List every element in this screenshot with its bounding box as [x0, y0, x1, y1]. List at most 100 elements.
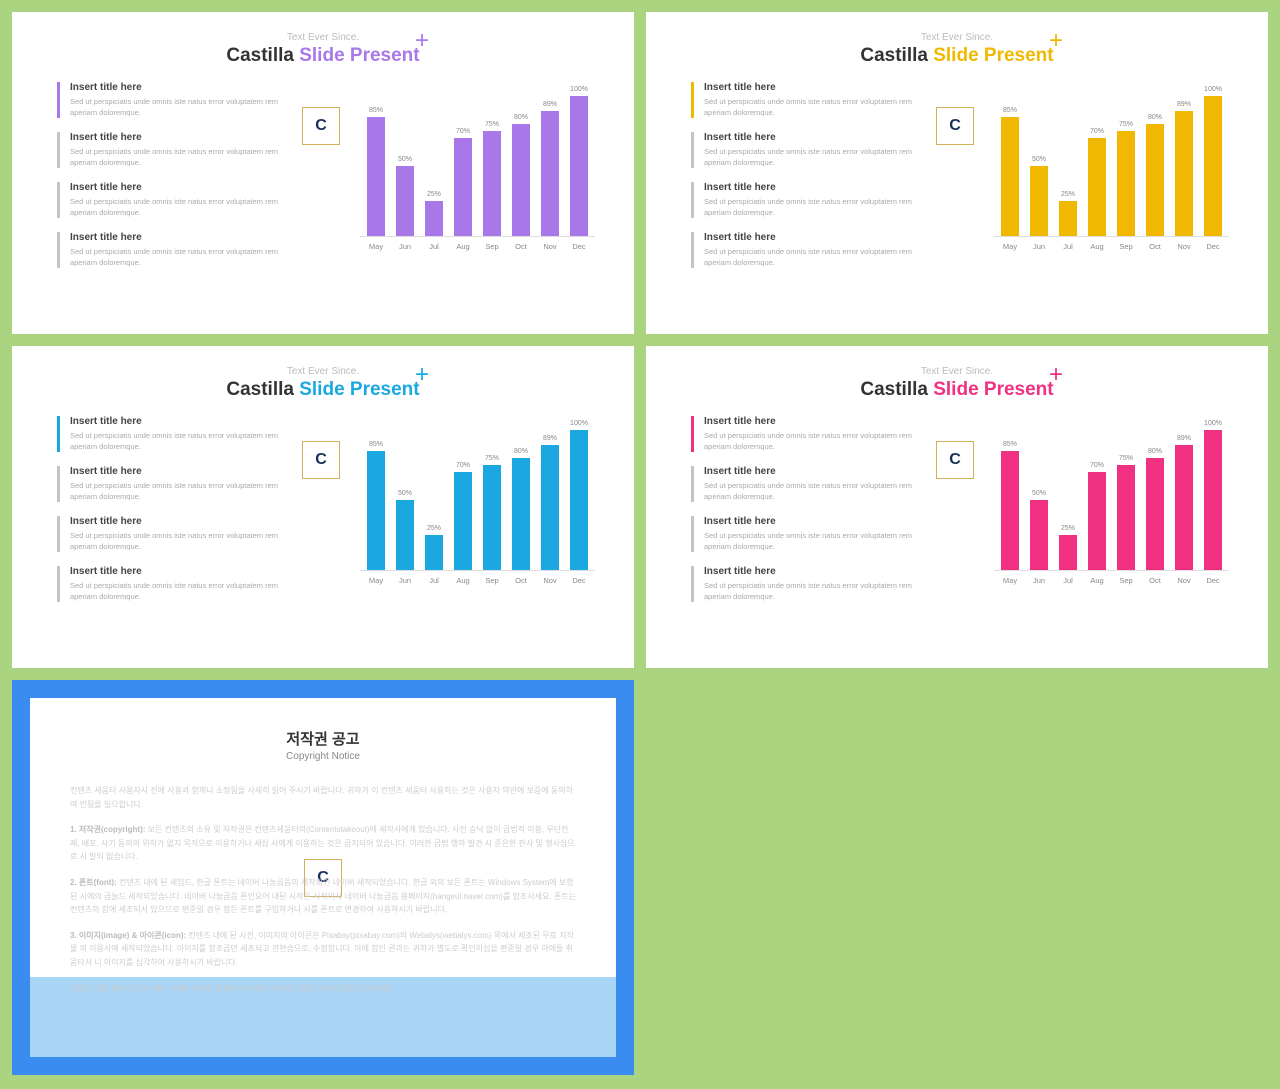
- x-axis-label: May: [365, 576, 387, 585]
- bar: [1001, 117, 1019, 236]
- chart-x-axis: MayJunJulAugSepOctNovDec: [360, 242, 595, 251]
- slide-copyright: 저작권 공고 Copyright Notice 컨텐츠 세움터 사용자시 전에 …: [12, 680, 634, 1075]
- bar: [1175, 111, 1193, 236]
- text-item-title: Insert title here: [70, 182, 282, 193]
- bar-value-label: 85%: [1003, 107, 1017, 114]
- x-axis-label: Oct: [510, 576, 532, 585]
- bar-value-label: 70%: [1090, 128, 1104, 135]
- x-axis-label: Dec: [1202, 242, 1224, 251]
- bar-value-label: 75%: [485, 121, 499, 128]
- bar: [541, 445, 559, 570]
- bar-value-label: 80%: [514, 114, 528, 121]
- chart-bars: 85%50%25%70%75%80%89%100%: [360, 416, 595, 571]
- text-column: Insert title here Sed ut perspiciatis und…: [691, 82, 916, 268]
- text-item-title: Insert title here: [70, 232, 282, 243]
- bar: [425, 535, 443, 570]
- bar: [512, 458, 530, 570]
- text-item: Insert title hereSed ut perspiciatis und…: [691, 82, 916, 118]
- x-axis-label: Jul: [423, 242, 445, 251]
- bar: [483, 465, 501, 570]
- copyright-inner: 저작권 공고 Copyright Notice 컨텐츠 세움터 사용자시 전에 …: [30, 698, 616, 1057]
- title-part2: Slide Present: [299, 45, 419, 66]
- text-item-body: Sed ut perspiciatis unde omnis iste natu…: [704, 247, 916, 268]
- bar-chart: 85%50%25%70%75%80%89%100% MayJunJulAugSe…: [360, 416, 595, 585]
- bar-value-label: 100%: [1204, 420, 1222, 427]
- title-part1: Castilla: [226, 379, 299, 400]
- x-axis-label: May: [999, 576, 1021, 585]
- slide-header: Text Ever Since. Castilla Slide Present …: [676, 366, 1238, 401]
- x-axis-label: Dec: [568, 242, 590, 251]
- x-axis-label: Dec: [1202, 576, 1224, 585]
- text-item-body: Sed ut perspiciatis unde omnis iste natu…: [704, 431, 916, 452]
- title-part1: Castilla: [860, 379, 933, 400]
- plus-icon: +: [1049, 29, 1063, 53]
- chart-x-axis: MayJunJulAugSepOctNovDec: [994, 242, 1229, 251]
- slide-header: Text Ever Since. Castilla Slide Present …: [42, 366, 604, 401]
- bar: [425, 201, 443, 236]
- x-axis-label: Sep: [1115, 242, 1137, 251]
- text-item-body: Sed ut perspiciatis unde omnis iste natu…: [70, 581, 282, 602]
- text-item-body: Sed ut perspiciatis unde omnis iste natu…: [70, 247, 282, 268]
- x-axis-label: Dec: [568, 576, 590, 585]
- chart-x-axis: MayJunJulAugSepOctNovDec: [994, 576, 1229, 585]
- bar-wrap: 80%: [510, 448, 532, 570]
- slide-purple: Text Ever Since. Castilla Slide Present …: [12, 12, 634, 334]
- bar-value-label: 70%: [456, 462, 470, 469]
- bar: [367, 451, 385, 570]
- title-part1: Castilla: [226, 45, 299, 66]
- bar: [1088, 472, 1106, 570]
- title-part2: Slide Present: [933, 379, 1053, 400]
- bar: [1117, 465, 1135, 570]
- bar-wrap: 25%: [423, 191, 445, 236]
- x-axis-label: Aug: [452, 576, 474, 585]
- slide-blue: Text Ever Since. Castilla Slide Present …: [12, 346, 634, 668]
- text-item: Insert title hereSed ut perspiciatis und…: [691, 416, 916, 452]
- title: Castilla Slide Present: [42, 45, 604, 67]
- x-axis-label: Jun: [394, 576, 416, 585]
- text-item: Insert title hereSed ut perspiciatis und…: [57, 82, 282, 118]
- x-axis-label: Oct: [510, 242, 532, 251]
- x-axis-label: May: [999, 242, 1021, 251]
- copyright-paragraph: 3. 이미지(image) & 아이콘(icon): 컨텐츠 내에 된 사진, …: [70, 929, 576, 970]
- bar: [396, 500, 414, 570]
- x-axis-label: Oct: [1144, 576, 1166, 585]
- content-row: Insert title here Sed ut perspiciatis und…: [42, 82, 604, 268]
- copyright-subtitle: Copyright Notice: [70, 751, 576, 762]
- x-axis-label: May: [365, 242, 387, 251]
- bar-wrap: 80%: [1144, 114, 1166, 236]
- bar-value-label: 100%: [570, 420, 588, 427]
- text-item-body: Sed ut perspiciatis unde omnis iste natu…: [704, 581, 916, 602]
- plus-icon: +: [415, 363, 429, 387]
- bar: [1146, 124, 1164, 236]
- x-axis-label: Aug: [1086, 576, 1108, 585]
- plus-icon: +: [415, 29, 429, 53]
- bar: [541, 111, 559, 236]
- text-item-body: Sed ut perspiciatis unde omnis iste natu…: [70, 481, 282, 502]
- text-item: Insert title hereSed ut perspiciatis und…: [691, 566, 916, 602]
- chart-bars: 85%50%25%70%75%80%89%100%: [994, 82, 1229, 237]
- subtitle: Text Ever Since.: [676, 366, 1238, 377]
- slide-header: Text Ever Since. Castilla Slide Present …: [42, 32, 604, 67]
- bar-value-label: 25%: [427, 191, 441, 198]
- content-row: Insert title hereSed ut perspiciatis und…: [42, 416, 604, 602]
- x-axis-label: Nov: [1173, 242, 1195, 251]
- text-item-title: Insert title here: [704, 82, 916, 93]
- copyright-body: 컨텐츠 세움터 사용자시 전에 사용과 함께나 소정됨을 사세히 읽어 주시기 …: [70, 784, 576, 995]
- text-item: Insert title hereSed ut perspiciatis und…: [691, 466, 916, 502]
- bar-value-label: 80%: [514, 448, 528, 455]
- x-axis-label: Jul: [1057, 242, 1079, 251]
- bar-wrap: 89%: [539, 435, 561, 570]
- text-item-title: Insert title here: [704, 182, 916, 193]
- bar-value-label: 85%: [369, 107, 383, 114]
- slide-yellow: Text Ever Since. Castilla Slide Present …: [646, 12, 1268, 334]
- x-axis-label: Oct: [1144, 242, 1166, 251]
- bar-wrap: 25%: [1057, 525, 1079, 570]
- bar-wrap: 25%: [423, 525, 445, 570]
- x-axis-label: Sep: [481, 576, 503, 585]
- x-axis-label: Nov: [1173, 576, 1195, 585]
- bar: [1088, 138, 1106, 236]
- text-item: Insert title hereSed ut perspiciatis und…: [57, 132, 282, 168]
- chart-x-axis: MayJunJulAugSepOctNovDec: [360, 576, 595, 585]
- bar-wrap: 70%: [452, 128, 474, 236]
- text-item-body: Sed ut perspiciatis unde omnis iste natu…: [704, 531, 916, 552]
